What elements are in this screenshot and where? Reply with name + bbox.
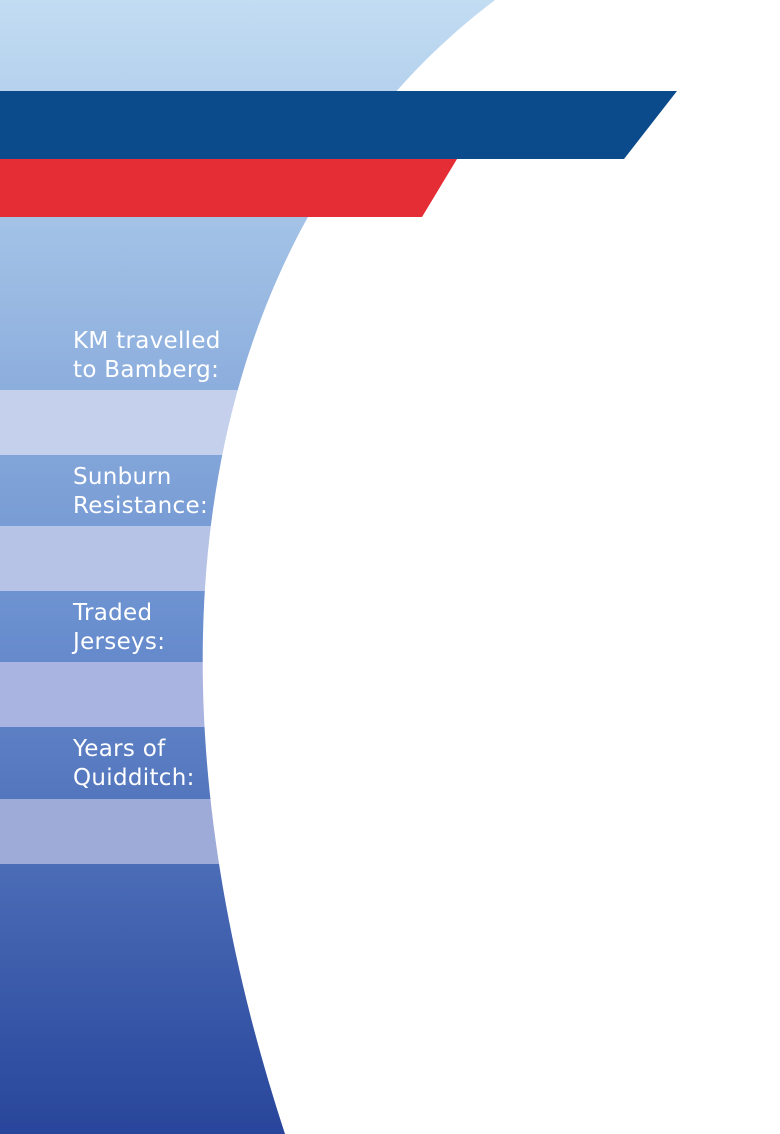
stat-label-years-of-quidditch: Years of Quidditch:: [73, 736, 195, 791]
stat-label-sunburn-resistance: Sunburn Resistance:: [73, 464, 208, 519]
navy-stripe: [0, 91, 677, 159]
white-arc-panel: [202, 0, 780, 1134]
stat-label-km-travelled: KM travelled to Bamberg:: [73, 328, 221, 383]
stat-label-traded-jerseys: Traded Jerseys:: [73, 600, 166, 655]
red-stripe: [0, 159, 457, 217]
